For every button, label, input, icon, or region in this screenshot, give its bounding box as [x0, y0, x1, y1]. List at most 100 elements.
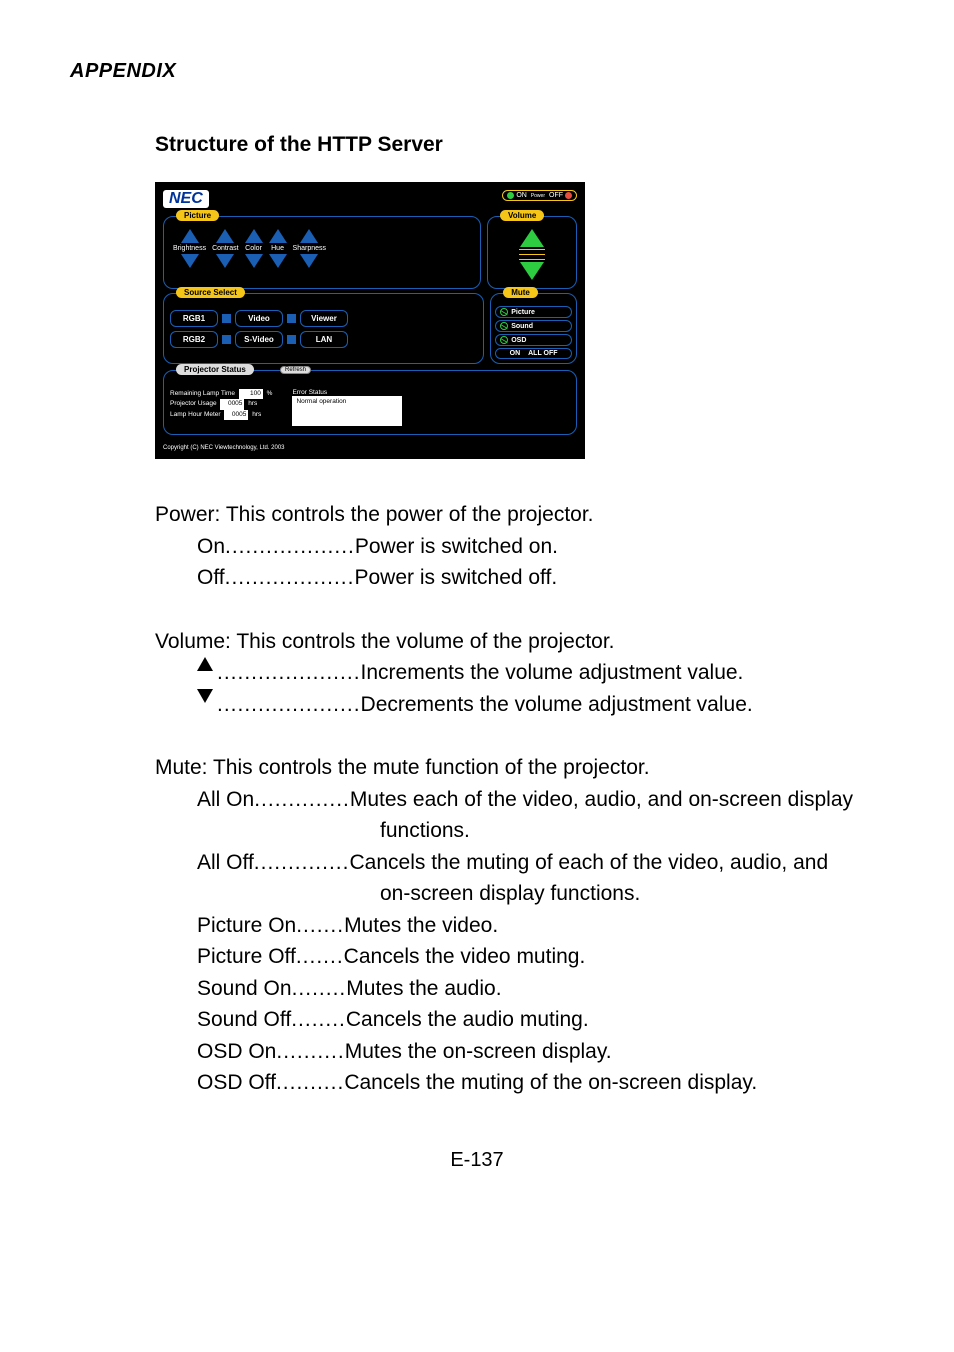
power-off-dot[interactable]	[565, 192, 572, 199]
def-desc: Cancels the muting of each of the video,…	[349, 847, 874, 879]
mute-icon	[500, 336, 508, 344]
contrast-adjust[interactable]: Contrast	[212, 229, 238, 268]
usage-label: Projector Usage	[170, 400, 217, 407]
def-desc: Cancels the audio muting.	[346, 1004, 874, 1036]
def-dots: .......	[296, 941, 344, 973]
picture-panel-label: Picture	[176, 210, 219, 221]
power-lead: Power: This controls the power of the pr…	[155, 499, 874, 531]
source-rgb2[interactable]: RGB2	[170, 331, 218, 348]
def-term: Picture On	[197, 910, 296, 942]
def-desc: Cancels the muting of the on-screen disp…	[344, 1067, 874, 1099]
source-indicator	[287, 314, 296, 323]
source-lan[interactable]: LAN	[300, 331, 348, 348]
mute-picture[interactable]: Picture	[495, 306, 572, 318]
def-row: On ................... Power is switched…	[155, 531, 874, 563]
down-icon[interactable]	[216, 254, 234, 268]
def-row: ..................... Increments the vol…	[155, 657, 874, 689]
power-label: Power	[531, 193, 545, 199]
def-dots: ..............	[254, 847, 350, 879]
def-desc: Cancels the video muting.	[344, 941, 874, 973]
def-desc: Power is switched on.	[355, 531, 874, 563]
def-dots: ........	[291, 1004, 346, 1036]
hue-adjust[interactable]: Hue	[269, 229, 287, 268]
down-icon[interactable]	[181, 254, 199, 268]
def-row: OSD On .......... Mutes the on-screen di…	[155, 1036, 874, 1068]
def-row: All Off .............. Cancels the mutin…	[155, 847, 874, 879]
http-server-screenshot: NEC ON Power OFF Picture Brightness	[155, 182, 585, 459]
color-adjust[interactable]: Color	[245, 229, 263, 268]
sharpness-adjust[interactable]: Sharpness	[293, 229, 326, 268]
def-dots: ..........	[276, 1067, 344, 1099]
up-icon[interactable]	[245, 229, 263, 243]
up-icon[interactable]	[300, 229, 318, 243]
mute-panel: Mute Picture Sound OSD ON ALL OFF	[490, 293, 577, 364]
def-row: Off ................... Power is switche…	[155, 562, 874, 594]
source-panel-label: Source Select	[176, 287, 245, 298]
def-dots: ...................	[225, 562, 355, 594]
volume-group: Volume: This controls the volume of the …	[155, 626, 874, 721]
refresh-button[interactable]: Refresh	[280, 366, 311, 374]
mute-osd[interactable]: OSD	[495, 334, 572, 346]
def-term: OSD On	[197, 1036, 276, 1068]
mute-panel-label: Mute	[503, 287, 538, 298]
power-group: Power: This controls the power of the pr…	[155, 499, 874, 594]
hue-label: Hue	[271, 245, 284, 252]
mute-sound[interactable]: Sound	[495, 320, 572, 332]
def-desc: Decrements the volume adjustment value.	[361, 689, 874, 721]
def-desc: Increments the volume adjustment value.	[361, 657, 874, 689]
copyright: Copyright (C) NEC Viewtechnology, Ltd. 2…	[163, 445, 577, 451]
source-video[interactable]: Video	[235, 310, 283, 327]
def-term: On	[197, 531, 225, 563]
source-panel: Source Select RGB1 Video Viewer RGB2 S-V…	[163, 293, 484, 364]
def-dots: .....................	[217, 689, 361, 721]
section-title: Structure of the HTTP Server	[155, 133, 884, 157]
lamp-hour-unit: hrs	[252, 411, 261, 418]
def-dots: .....................	[217, 657, 361, 689]
status-panel: Projector Status Refresh Remaining Lamp …	[163, 370, 577, 435]
body-text: Power: This controls the power of the pr…	[155, 499, 874, 1099]
def-row: Picture On ....... Mutes the video.	[155, 910, 874, 942]
mute-lead: Mute: This controls the mute function of…	[155, 752, 874, 784]
mute-all[interactable]: ON ALL OFF	[495, 348, 572, 359]
power-on-dot[interactable]	[507, 192, 514, 199]
lamp-time-unit: %	[267, 390, 273, 397]
usage-value: 0005	[220, 399, 244, 409]
usage-unit: hrs	[248, 400, 257, 407]
def-term: Picture Off	[197, 941, 296, 973]
down-icon[interactable]	[269, 254, 287, 268]
picture-panel: Picture Brightness Contrast Color	[163, 216, 481, 289]
def-term: All Off	[197, 847, 254, 879]
up-icon[interactable]	[269, 229, 287, 243]
volume-panel-label: Volume	[500, 210, 544, 221]
volume-up-icon[interactable]	[520, 229, 544, 247]
up-icon[interactable]	[181, 229, 199, 243]
def-row: ..................... Decrements the vol…	[155, 689, 874, 721]
power-off-label: OFF	[549, 192, 563, 199]
def-term: Sound Off	[197, 1004, 291, 1036]
sharpness-label: Sharpness	[293, 245, 326, 252]
down-icon[interactable]	[245, 254, 263, 268]
lamp-hour-value: 0005	[224, 410, 248, 420]
def-term: Sound On	[197, 973, 292, 1005]
up-icon[interactable]	[216, 229, 234, 243]
contrast-label: Contrast	[212, 245, 238, 252]
def-row: Sound Off ........ Cancels the audio mut…	[155, 1004, 874, 1036]
def-desc: Mutes the video.	[344, 910, 874, 942]
volume-down-icon[interactable]	[520, 262, 544, 280]
brightness-adjust[interactable]: Brightness	[173, 229, 206, 268]
source-rgb1[interactable]: RGB1	[170, 310, 218, 327]
error-status-value: Normal operation	[292, 396, 402, 426]
down-icon[interactable]	[300, 254, 318, 268]
def-dots: ..............	[254, 784, 350, 816]
def-row: OSD Off .......... Cancels the muting of…	[155, 1067, 874, 1099]
nec-logo: NEC	[163, 190, 209, 208]
source-svideo[interactable]: S-Video	[235, 331, 283, 348]
volume-lead: Volume: This controls the volume of the …	[155, 626, 874, 658]
source-viewer[interactable]: Viewer	[300, 310, 348, 327]
lamp-hour-label: Lamp Hour Meter	[170, 411, 221, 418]
source-indicator	[222, 314, 231, 323]
def-row: Sound On ........ Mutes the audio.	[155, 973, 874, 1005]
def-term: OSD Off	[197, 1067, 276, 1099]
power-control[interactable]: ON Power OFF	[502, 190, 577, 201]
triangle-up-icon	[197, 657, 213, 671]
